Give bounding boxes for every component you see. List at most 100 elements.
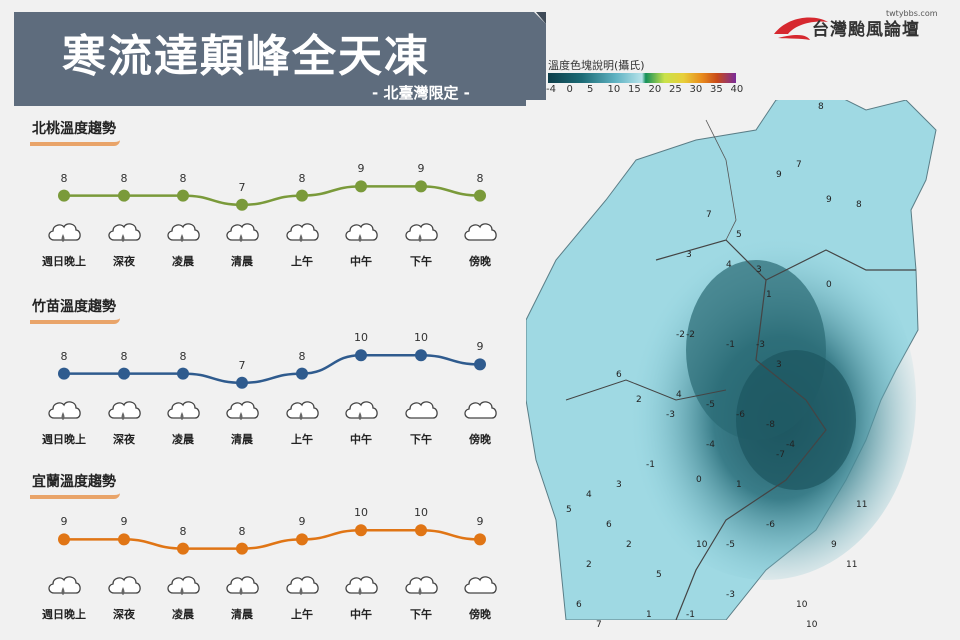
legend-tick: 25 xyxy=(669,84,682,95)
temperature-label: 7 xyxy=(238,358,246,372)
map-temperature-value: -8 xyxy=(766,420,775,430)
map-temperature-value: -3 xyxy=(756,340,765,350)
temperature-label: 9 xyxy=(476,515,484,529)
temperature-label: 8 xyxy=(179,524,187,538)
legend-tick: 15 xyxy=(628,84,641,95)
map-temperature-value: -3 xyxy=(666,410,675,420)
legend-tick: 0 xyxy=(566,84,573,95)
cloud-rain-icon xyxy=(343,571,379,597)
temperature-label: 9 xyxy=(417,162,425,176)
map-temperature-value: 6 xyxy=(606,520,612,530)
brand-name: 台灣颱風論壇 xyxy=(812,20,920,40)
map-temperature-value: 3 xyxy=(686,250,692,260)
map-temperature-value: 0 xyxy=(826,280,832,290)
period-label: 清晨 xyxy=(231,608,253,621)
temperature-label: 10 xyxy=(354,331,368,345)
trend-point xyxy=(355,349,367,362)
cloud-rain-icon xyxy=(343,218,379,244)
temperature-color-scale xyxy=(548,73,736,83)
map-temperature-value: 1 xyxy=(766,290,772,300)
period-label: 上午 xyxy=(291,608,313,621)
trend-point xyxy=(58,189,70,202)
map-temperature-value: 4 xyxy=(676,390,682,400)
temperature-label: 9 xyxy=(476,340,484,354)
map-temperature-value: -3 xyxy=(726,590,735,600)
cloud-rain-icon xyxy=(284,571,320,597)
map-temperature-value: 3 xyxy=(756,265,762,275)
period-label: 傍晚 xyxy=(469,255,491,268)
trend-point xyxy=(296,533,308,546)
temperature-trend-chart xyxy=(58,349,486,389)
map-temperature-value: -1 xyxy=(726,340,735,350)
period-label: 週日晚上 xyxy=(42,433,86,446)
period-label: 深夜 xyxy=(113,255,135,268)
temperature-label: 8 xyxy=(298,171,306,185)
panel-title: 竹苗溫度趨勢 xyxy=(30,296,120,324)
temperature-trend-chart xyxy=(58,180,486,211)
cloud-rain-icon xyxy=(165,218,201,244)
map-temperature-value: 1 xyxy=(736,480,742,490)
map-temperature-value: 3 xyxy=(616,480,622,490)
map-temperature-value: 2 xyxy=(636,395,642,405)
trend-point xyxy=(415,349,427,362)
trend-point xyxy=(58,533,70,546)
legend-tick: 10 xyxy=(607,84,621,95)
cloud-rain-icon xyxy=(106,571,142,597)
temperature-map: 8 7 9 9 8 7 5 3 4 3 1 0 -2 -1 3 6 2 -3 -5 -6 -8 -4 -7 -1 3 0 1 4 5 6 2… xyxy=(525,89,960,630)
site-url: twtybbs.com xyxy=(886,9,938,18)
period-label: 中午 xyxy=(350,255,372,268)
map-temperature-value: -6 xyxy=(766,520,775,530)
panel-title: 北桃溫度趨勢 xyxy=(30,118,120,146)
brand-logo-icon xyxy=(774,17,828,40)
period-label: 凌晨 xyxy=(172,255,194,268)
map-temperature-value: 4 xyxy=(726,260,732,270)
cloud-icon xyxy=(462,218,498,244)
trend-point xyxy=(118,367,130,380)
trend-point xyxy=(296,367,308,380)
trend-point xyxy=(474,189,486,202)
trend-point xyxy=(296,189,308,202)
map-temperature-value: 11 xyxy=(846,560,858,570)
map-temperature-value: 5 xyxy=(736,230,742,240)
cloud-rain-icon xyxy=(46,396,82,422)
map-temperature-value: 10 xyxy=(696,540,708,550)
map-temperature-value: 6 xyxy=(576,600,582,610)
period-label: 清晨 xyxy=(231,433,253,446)
map-temperature-value: -5 xyxy=(726,540,735,550)
map-temperature-value: -1 xyxy=(646,460,655,470)
period-label: 傍晚 xyxy=(469,433,491,446)
cloud-rain-icon xyxy=(224,396,260,422)
temperature-label: 8 xyxy=(60,171,68,185)
cloud-rain-icon xyxy=(343,396,379,422)
page-title: 寒流達顛峰全天凍 xyxy=(62,31,430,82)
map-temperature-value: 7 xyxy=(596,620,602,630)
legend-tick: 5 xyxy=(587,84,594,95)
trend-point xyxy=(236,376,248,389)
period-label: 深夜 xyxy=(113,433,135,446)
map-temperature-value: 9 xyxy=(826,195,832,205)
temperature-label: 8 xyxy=(476,171,484,185)
trend-point xyxy=(58,367,70,380)
temperature-label: 8 xyxy=(238,524,246,538)
legend-ticks: -4 0 5 10 15 20 25 30 35 40 xyxy=(546,84,746,98)
map-temperature-value: -7 xyxy=(776,450,785,460)
cloud-icon xyxy=(462,571,498,597)
map-temperature-value: -6 xyxy=(736,410,745,420)
legend-tick: 30 xyxy=(689,84,703,95)
period-label: 下午 xyxy=(410,255,432,268)
cloud-rain-icon xyxy=(106,218,142,244)
period-label: 下午 xyxy=(410,608,432,621)
trend-point xyxy=(177,367,189,380)
cloud-rain-icon xyxy=(403,218,439,244)
map-temperature-value: 10 xyxy=(806,620,818,630)
panel-north-taoyuan: 北桃溫度趨勢 8 週日晚上 8 深夜 8 凌晨 7 清晨 8 上午 9 中午 9 下午 8 傍晚 xyxy=(14,112,526,282)
map-temperature-value: 7 xyxy=(796,160,802,170)
map-temperature-value: 2 xyxy=(626,540,632,550)
period-label: 凌晨 xyxy=(172,608,194,621)
temperature-label: 8 xyxy=(60,349,68,363)
title-banner-shape xyxy=(14,12,546,106)
map-temperature-value: 8 xyxy=(818,102,824,112)
map-temperature-value: -2 xyxy=(686,330,695,340)
trend-point xyxy=(118,189,130,202)
period-label: 上午 xyxy=(291,255,313,268)
